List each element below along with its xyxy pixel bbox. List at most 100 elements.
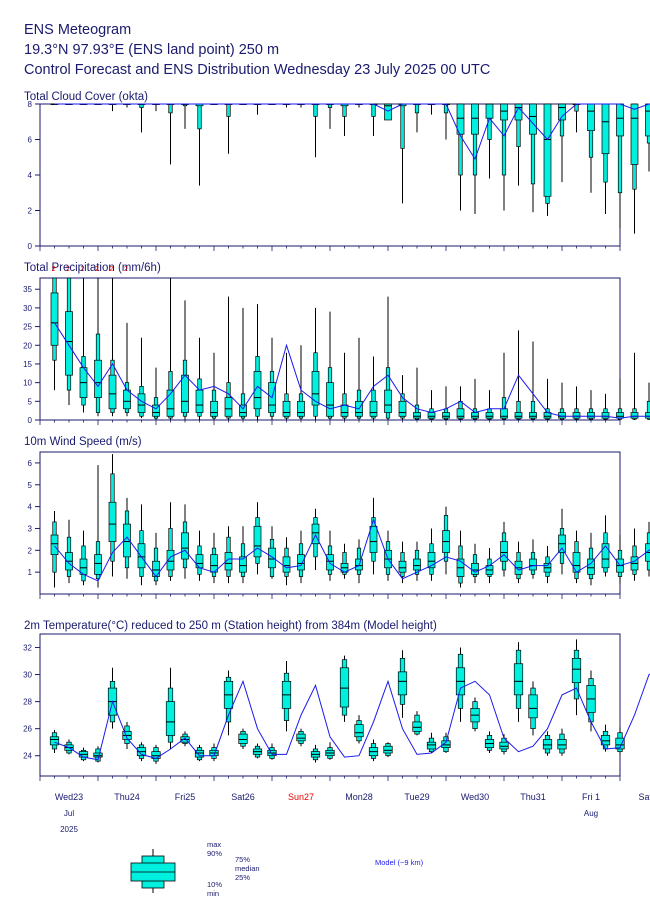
box-p10-p90 xyxy=(414,404,420,420)
y-tick-label: 4 xyxy=(28,171,33,180)
ens-box xyxy=(630,103,639,234)
ens-box xyxy=(267,743,277,760)
ens-box xyxy=(500,521,508,577)
panel-title: Total Cloud Cover (okta) xyxy=(24,91,148,103)
day-label: Fri25 xyxy=(175,792,196,802)
box-p25-p75 xyxy=(296,733,306,742)
box-p25-p75 xyxy=(514,412,523,419)
ens-box xyxy=(224,526,233,584)
box-p25-p75 xyxy=(485,103,494,119)
y-tick-label: 32 xyxy=(23,644,32,653)
box-p25-p75 xyxy=(500,541,508,562)
ens-box xyxy=(383,742,393,758)
ens-box xyxy=(239,526,247,584)
ens-box xyxy=(398,541,407,584)
meteogram-title: ENS Meteogram xyxy=(24,22,132,38)
legend-p75: 75% xyxy=(235,855,250,864)
box-p25-p75 xyxy=(297,400,305,417)
box-p25-p75 xyxy=(194,749,205,758)
box-p25-p75 xyxy=(645,412,650,419)
day-label: Wed30 xyxy=(461,792,489,802)
box-p25-p75 xyxy=(529,558,537,571)
ens-box xyxy=(282,352,291,420)
box-p25-p75 xyxy=(137,393,146,413)
ens-box xyxy=(326,311,334,420)
overflow-marker: 2 xyxy=(110,266,114,273)
ens-box xyxy=(484,731,495,754)
box-p25-p75 xyxy=(543,103,552,197)
y-tick-label: 3 xyxy=(28,524,33,533)
ens-box xyxy=(65,519,73,584)
box-p25-p75 xyxy=(456,408,465,419)
chart-legend: max 90% 75% median 25% 10% min Model (~9… xyxy=(130,840,424,898)
day-label: Wed23 xyxy=(55,792,83,802)
ens-box xyxy=(368,739,379,762)
y-tick-label: 0 xyxy=(28,242,33,251)
legend-p25: 25% xyxy=(235,873,250,882)
ens-box xyxy=(441,732,451,754)
ens-box xyxy=(500,103,508,211)
box-p25-p75 xyxy=(340,404,349,417)
box-p25-p75 xyxy=(181,374,189,413)
box-p25-p75 xyxy=(630,103,639,165)
ens-box xyxy=(456,386,465,420)
box-p25-p75 xyxy=(253,371,262,410)
day-label: Tue29 xyxy=(404,792,429,802)
legend-p90: 90% xyxy=(207,849,222,858)
box-p25-p75 xyxy=(369,525,378,553)
box-p25-p75 xyxy=(427,412,436,419)
box-p25-p75 xyxy=(253,525,262,558)
ens-box xyxy=(630,352,639,420)
ens-box xyxy=(50,277,59,391)
y-tick-label: 30 xyxy=(23,671,32,680)
y-tick-label: 2 xyxy=(28,546,33,555)
ens-box xyxy=(340,543,349,579)
panel-title: 10m Wind Speed (m/s) xyxy=(24,436,142,448)
box-p25-p75 xyxy=(542,739,553,750)
box-p25-p75 xyxy=(513,663,524,696)
ens-box xyxy=(65,277,73,406)
box-p25-p75 xyxy=(471,103,479,135)
ens-box xyxy=(268,526,276,579)
box-p25-p75 xyxy=(123,389,131,410)
box-p25-p75 xyxy=(645,103,650,137)
box-p10-p90 xyxy=(226,103,231,117)
box-p25-p75 xyxy=(239,404,247,417)
box-p10-p90 xyxy=(313,103,318,117)
box-p25-p75 xyxy=(224,397,233,417)
ens-box xyxy=(542,731,553,756)
box-p25-p75 xyxy=(587,558,595,575)
forecast-subtitle: Control Forecast and ENS Distribution We… xyxy=(24,62,491,78)
day-label: Sat26 xyxy=(231,792,255,802)
box-p25-p75 xyxy=(456,103,465,135)
box-p10-p90 xyxy=(400,103,405,149)
y-tick-label: 24 xyxy=(23,752,32,761)
ens-box xyxy=(529,341,537,420)
control-forecast-line xyxy=(54,518,650,582)
ens-box xyxy=(325,742,335,760)
box-p25-p75 xyxy=(500,103,508,121)
box-p25-p75 xyxy=(413,558,421,571)
box-p25-p75 xyxy=(471,563,479,575)
year-label: 2025 xyxy=(60,825,78,834)
box-p25-p75 xyxy=(397,671,408,696)
ens-box xyxy=(557,728,567,756)
ens-box xyxy=(108,278,117,417)
box-p25-p75 xyxy=(572,412,581,419)
box-p25-p75 xyxy=(630,412,639,419)
ens-box xyxy=(195,337,204,420)
box-p25-p75 xyxy=(413,412,421,419)
ens-box xyxy=(166,502,175,581)
ens-box xyxy=(427,528,436,581)
box-p25-p75 xyxy=(485,412,494,419)
ens-box xyxy=(456,530,465,588)
ens-box xyxy=(165,667,176,749)
ens-box xyxy=(513,642,524,722)
panel-1: 0 5 10 15 20 25 30 35 Total Precipitation (mm/6h… xyxy=(23,262,650,425)
box-p25-p75 xyxy=(49,736,60,746)
legend-p10: 10% xyxy=(207,880,222,889)
ens-box xyxy=(223,670,234,736)
box-p25-p75 xyxy=(572,552,581,573)
ens-box xyxy=(558,508,566,575)
